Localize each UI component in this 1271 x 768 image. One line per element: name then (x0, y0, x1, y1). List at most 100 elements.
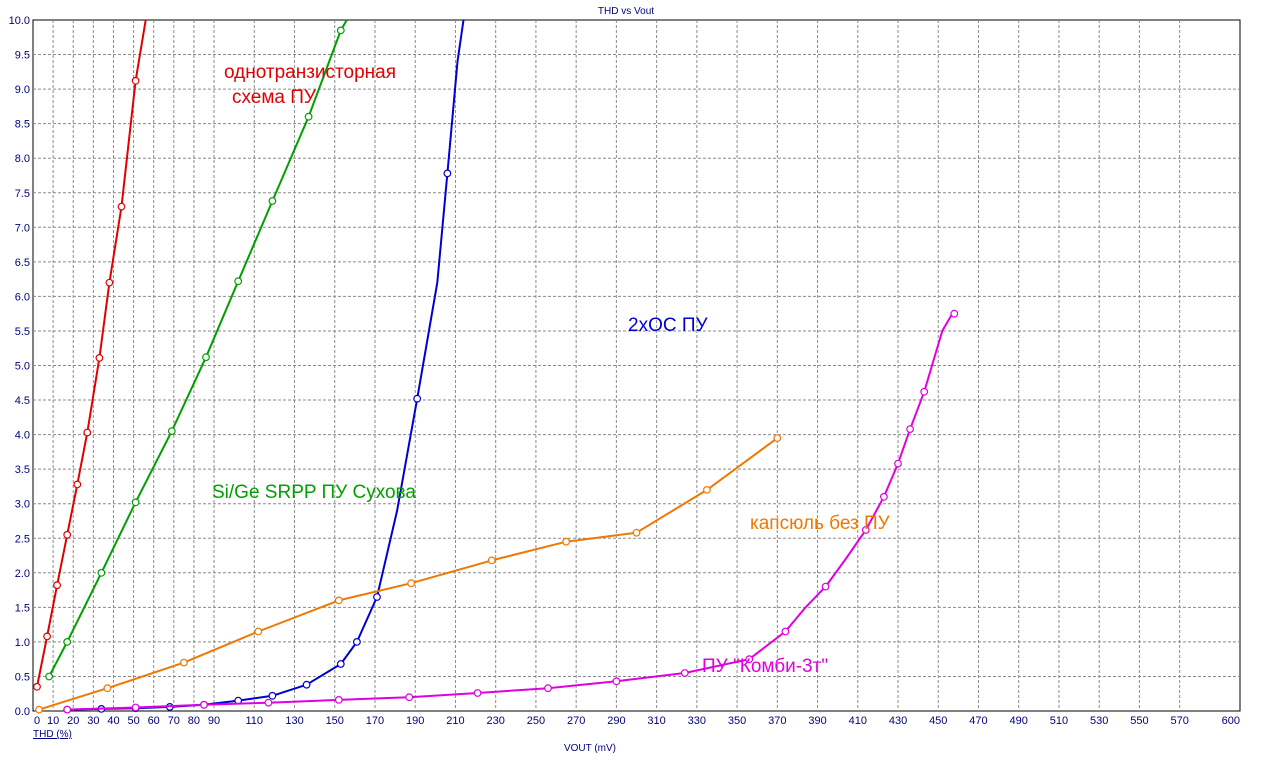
y-tick-label: 4.0 (15, 430, 30, 442)
data-point (861, 526, 870, 534)
series-3 (35, 434, 782, 714)
data-point (131, 76, 140, 85)
y-tick-label: 9.0 (15, 84, 30, 96)
x-tick-label: 20 (67, 715, 79, 727)
data-point (487, 556, 496, 565)
data-point (167, 427, 176, 436)
x-tick-label: 130 (285, 715, 303, 727)
y-tick-label: 10.0 (9, 15, 30, 27)
x-tick-label: 90 (208, 715, 220, 727)
data-point (353, 638, 361, 646)
series-layer (33, 19, 959, 714)
x-tick-label: 510 (1050, 715, 1068, 727)
x-tick-label: 310 (647, 715, 665, 727)
y-axis-title[interactable]: THD (%) (33, 729, 72, 740)
data-point (334, 596, 343, 605)
x-tick-label: 30 (87, 715, 99, 727)
x-tick-label: 10 (47, 715, 59, 727)
y-tick-label: 6.0 (15, 291, 30, 303)
x-tick-label: 190 (406, 715, 424, 727)
series-label: схема ПУ (232, 87, 317, 108)
data-point (268, 197, 277, 205)
x-tick-label: 490 (1010, 715, 1028, 727)
data-point (268, 691, 277, 700)
data-point (53, 581, 61, 590)
x-tick-label: 230 (487, 715, 505, 727)
x-axis-title: VOUT (mV) (564, 743, 616, 754)
y-tick-label: 2.5 (15, 533, 30, 545)
x-tick-label: 570 (1170, 715, 1188, 727)
data-point (202, 353, 210, 362)
x-tick-label: 40 (107, 715, 119, 727)
x-tick-label: 550 (1130, 715, 1148, 727)
data-point (63, 705, 72, 714)
data-point (950, 309, 959, 318)
x-tick-label: 390 (808, 715, 826, 727)
data-point (73, 480, 82, 489)
data-point (35, 705, 43, 714)
y-tick-label: 8.0 (15, 153, 30, 165)
data-point (612, 677, 621, 686)
x-tick-label: 60 (148, 715, 160, 727)
data-point (336, 660, 345, 668)
x-tick-label: 470 (969, 715, 987, 727)
series-0 (33, 19, 147, 691)
y-tick-label: 3.5 (15, 464, 30, 476)
x-tick-label: 50 (127, 715, 139, 727)
x-tick-label: 370 (768, 715, 786, 727)
data-point (405, 693, 414, 702)
x-tick-label: 0 (34, 715, 40, 727)
data-point (334, 696, 343, 704)
y-tick-label: 0.0 (15, 706, 30, 718)
data-point (117, 202, 126, 211)
data-point (131, 498, 140, 507)
data-point (781, 627, 790, 636)
x-tick-label: 290 (607, 715, 625, 727)
series-label: капсюль без ПУ (750, 513, 891, 534)
data-point (105, 278, 114, 287)
data-point (562, 537, 570, 546)
data-point (43, 632, 51, 641)
y-tick-label: 2.0 (15, 568, 30, 580)
data-point (703, 486, 711, 494)
y-tick-label: 5.5 (15, 326, 30, 338)
series-line (67, 309, 956, 711)
y-tick-label: 1.5 (15, 602, 30, 614)
y-tick-label: 4.5 (15, 395, 30, 407)
data-point (373, 593, 381, 601)
y-tick-label: 1.0 (15, 637, 30, 649)
data-point (407, 579, 416, 588)
x-tick-label: 170 (366, 715, 384, 727)
x-tick-label: 150 (326, 715, 344, 727)
series-4 (63, 309, 959, 714)
data-point (544, 684, 552, 693)
y-tick-label: 3.0 (15, 499, 30, 511)
data-point (302, 680, 311, 689)
y-tick-label: 0.5 (15, 671, 30, 683)
y-tick-label: 6.5 (15, 257, 30, 269)
data-point (264, 698, 273, 707)
x-tick-label: 530 (1090, 715, 1108, 727)
data-point (821, 582, 830, 591)
x-tick-label: 330 (688, 715, 706, 727)
y-tick-label: 5.0 (15, 361, 30, 373)
x-tick-label: 600 (1222, 715, 1240, 727)
x-tick-label: 110 (246, 715, 264, 727)
data-point (97, 568, 106, 577)
data-point (304, 112, 313, 121)
data-point (894, 459, 902, 468)
data-point (83, 428, 92, 437)
data-point (33, 682, 41, 691)
tick-labels: 0.0 0.5 1.0 1.5 2.0 2.5 3.0 3.5 4.0 4.5 5.0 5.5 6.0 6… (9, 15, 1240, 727)
series-1 (45, 19, 348, 681)
data-point (336, 26, 345, 35)
series-label: 2хОС ПУ (628, 315, 709, 336)
x-tick-label: 410 (849, 715, 867, 727)
series-label: однотранзисторная (224, 62, 396, 83)
data-point (63, 638, 72, 646)
data-point (131, 703, 140, 712)
data-point (473, 689, 482, 697)
y-tick-label: 9.5 (15, 50, 30, 62)
x-tick-label: 210 (446, 715, 464, 727)
